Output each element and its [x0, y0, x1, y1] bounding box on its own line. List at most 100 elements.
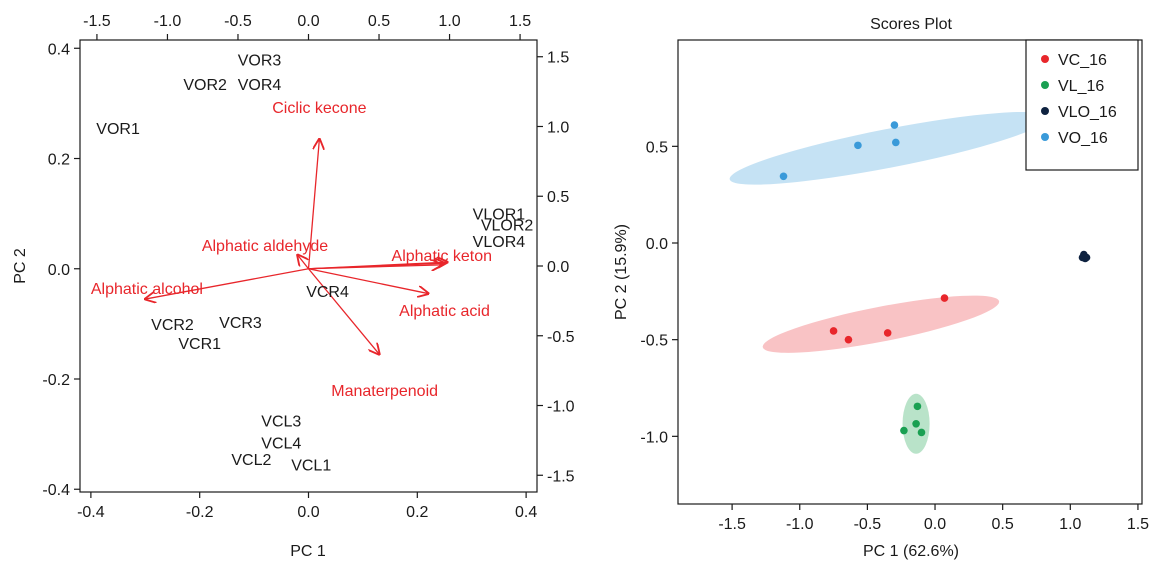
sample-label: VLOR4 [473, 234, 526, 251]
loading-arrow [308, 265, 442, 269]
scores-x-tick-label: -1.0 [786, 516, 814, 533]
loading-label: Alphatic alcohol [91, 281, 203, 298]
scores-x-tick-label: -1.5 [718, 516, 746, 533]
biplot-x-tick-label: -0.4 [77, 504, 105, 521]
biplot-x-tick-label: 0.0 [297, 504, 319, 521]
loading-label: Alphatic keton [392, 248, 493, 265]
legend: VC_16 VL_16 VLO_16 VO_16 [1025, 39, 1139, 171]
legend-entry: VLO_16 [1058, 104, 1117, 121]
biplot-x-tick-label: -0.2 [186, 504, 214, 521]
biplot-y-axis-label: PC 2 [12, 248, 29, 284]
loading-label: Alphatic aldehyde [202, 238, 328, 255]
scores-x-axis-label: PC 1 (62.6%) [863, 543, 959, 560]
sample-label: VLOR2 [481, 218, 534, 235]
loading-label: Alphatic acid [399, 303, 490, 320]
scores-plot-panel: Scores Plot -1.5 -1.0 -0.5 0.0 0.5 1.0 1.5 -1.… [613, 16, 1149, 560]
loading-labels: Ciclic kecone Alphatic aldehyde Alphatic k… [91, 100, 492, 400]
score-point [913, 402, 922, 411]
score-point [779, 172, 788, 181]
score-points [779, 121, 1091, 437]
loading-label: Manaterpenoid [331, 383, 438, 400]
loading-arrow [307, 268, 380, 354]
legend-entry: VL_16 [1058, 78, 1104, 95]
sample-label: VCL2 [231, 452, 271, 469]
legend-marker [1041, 81, 1049, 89]
scores-x-tick-label: 1.5 [1127, 516, 1149, 533]
loading-label: Ciclic kecone [272, 100, 366, 117]
sample-label: VOR1 [96, 121, 140, 138]
scores-y-tick-label: -1.0 [640, 429, 668, 446]
biplot-x-ticks: -0.4 -0.2 0.0 0.2 0.4 [77, 492, 537, 521]
score-point [854, 141, 862, 150]
scores-x-tick-label: -0.5 [854, 516, 882, 533]
loading-arrow [145, 268, 309, 299]
sample-label: VCR4 [306, 284, 349, 301]
score-point [829, 327, 838, 335]
loading-arrow [307, 139, 320, 269]
loading-arrow [308, 268, 429, 294]
biplot-y-tick-label: 0.2 [48, 152, 70, 169]
loading-arrow [298, 255, 310, 270]
sample-label: VOR4 [238, 77, 282, 94]
biplot-x-axis-label: PC 1 [290, 543, 326, 560]
biplot-right-tick-label: 1.0 [547, 119, 569, 136]
score-point [900, 426, 908, 435]
biplot-right-tick-label: -1.0 [547, 399, 575, 416]
sample-label: VCR1 [178, 336, 221, 353]
scores-y-tick-label: 0.5 [646, 139, 668, 156]
biplot-y-tick-label: -0.2 [42, 372, 70, 389]
biplot-top-tick-label: -1.5 [83, 13, 111, 30]
biplot-top-tick-label: -1.0 [154, 13, 182, 30]
confidence-ellipse [729, 111, 1049, 185]
biplot-y-tick-label: -0.4 [42, 482, 70, 499]
sample-label: VCL3 [261, 413, 301, 430]
score-point [844, 335, 853, 344]
biplot-y-tick-label: 0.4 [48, 41, 70, 58]
biplot-x-tick-label: 0.2 [406, 504, 428, 521]
biplot-right-tick-label: 1.5 [547, 50, 569, 67]
score-point [940, 294, 949, 302]
sample-label: VOR3 [238, 52, 282, 69]
scores-plot-title: Scores Plot [870, 16, 952, 33]
scores-y-tick-label: 0.0 [646, 236, 668, 253]
biplot-y-ticks: -0.4 -0.2 0.0 0.2 0.4 [42, 41, 80, 499]
score-point [1078, 253, 1087, 262]
sample-label: VLOR1 [473, 207, 526, 224]
scores-x-tick-label: 0.0 [924, 516, 946, 533]
score-point [883, 329, 892, 337]
loading-arrows [145, 139, 447, 354]
score-point [917, 428, 926, 437]
scores-x-tick-label: 1.0 [1059, 516, 1081, 533]
scores-y-axis-label: PC 2 (15.9%) [613, 224, 630, 320]
scores-y-tick-label: -0.5 [640, 333, 668, 350]
legend-marker [1041, 133, 1049, 141]
scores-x-ticks: -1.5 -1.0 -0.5 0.0 0.5 1.0 1.5 [718, 504, 1149, 533]
biplot-right-tick-label: -0.5 [547, 329, 575, 346]
biplot-right-ticks: 1.5 1.0 0.5 0.0 -0.5 -1.0 -1.5 [537, 50, 575, 485]
scores-plot-frame [677, 39, 1143, 505]
score-point [890, 121, 899, 129]
biplot-panel: -0.4 -0.2 0.0 0.2 0.4 -0.4 -0.2 0.0 0.2 0.4 -1.5… [12, 13, 575, 560]
biplot-right-tick-label: -1.5 [547, 468, 575, 485]
biplot-right-tick-label: 0.0 [547, 259, 569, 276]
confidence-ellipse [762, 295, 1000, 353]
biplot-top-tick-label: 0.0 [297, 13, 319, 30]
biplot-top-ticks: -1.5 -1.0 -0.5 0.0 0.5 1.0 1.5 [83, 13, 531, 40]
sample-label: VCR2 [151, 317, 194, 334]
score-point [912, 419, 920, 428]
sample-label: VCR3 [219, 315, 262, 332]
sample-label: VCL1 [291, 457, 331, 474]
biplot-top-tick-label: 0.5 [368, 13, 390, 30]
biplot-top-tick-label: -0.5 [224, 13, 252, 30]
biplot-top-tick-label: 1.0 [438, 13, 460, 30]
score-point [891, 138, 900, 147]
legend-marker [1041, 107, 1049, 115]
scores-x-tick-label: 0.5 [992, 516, 1014, 533]
biplot-right-tick-label: 0.5 [547, 189, 569, 206]
biplot-x-tick-label: 0.4 [515, 504, 537, 521]
biplot-top-tick-label: 1.5 [509, 13, 531, 30]
sample-label: VOR2 [183, 77, 227, 94]
legend-marker [1041, 55, 1049, 63]
